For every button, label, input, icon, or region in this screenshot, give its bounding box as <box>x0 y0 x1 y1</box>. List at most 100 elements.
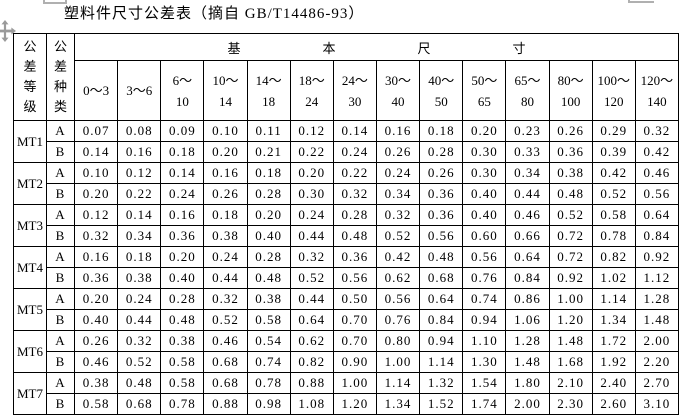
value-cell: 0.88 <box>289 372 334 394</box>
value-cell: 0.38 <box>246 288 291 310</box>
value-cell: 0.07 <box>73 120 119 142</box>
type-cell: A <box>46 162 75 184</box>
value-cell: 0.98 <box>246 393 291 415</box>
value-cell: 0.82 <box>591 246 636 268</box>
data-row: B 0.46 0.52 0.58 0.68 0.74 0.82 0.90 1.00 1.14 1.3… <box>14 351 680 373</box>
value-cell: 0.28 <box>332 204 377 226</box>
value-cell: 0.30 <box>289 183 334 205</box>
value-cell: 0.46 <box>634 162 680 184</box>
value-cell: 0.72 <box>548 225 593 247</box>
value-cell: 0.76 <box>462 267 507 289</box>
value-cell: 0.33 <box>505 141 550 163</box>
grade-cell: MT6 <box>13 330 47 373</box>
value-cell: 0.46 <box>203 330 248 352</box>
value-cell: 0.40 <box>462 183 507 205</box>
value-cell: 0.38 <box>117 267 162 289</box>
ruler-marker-artifact-right <box>628 0 654 3</box>
value-cell: 0.18 <box>419 120 464 142</box>
value-cell: 0.16 <box>375 120 421 142</box>
value-cell: 0.84 <box>634 225 680 247</box>
value-cell: 0.36 <box>419 204 464 226</box>
value-cell: 0.30 <box>462 162 507 184</box>
value-cell: 1.72 <box>591 330 636 352</box>
value-cell: 0.52 <box>203 309 248 331</box>
value-cell: 0.38 <box>160 330 205 352</box>
value-cell: 1.30 <box>462 351 507 373</box>
value-cell: 0.38 <box>73 372 119 394</box>
value-cell: 0.56 <box>634 183 680 205</box>
value-cell: 0.44 <box>289 225 334 247</box>
type-cell: A <box>46 372 75 394</box>
value-cell: 0.34 <box>375 183 421 205</box>
value-cell: 0.48 <box>160 309 205 331</box>
type-cell: A <box>46 120 75 142</box>
value-cell: 0.70 <box>332 330 377 352</box>
value-cell: 0.39 <box>591 141 636 163</box>
value-cell: 0.38 <box>548 162 593 184</box>
value-cell: 0.14 <box>73 141 119 163</box>
value-cell: 0.26 <box>548 120 593 142</box>
value-cell: 0.70 <box>332 309 377 331</box>
value-cell: 1.28 <box>634 288 680 310</box>
value-cell: 0.44 <box>505 183 550 205</box>
value-cell: 0.38 <box>203 225 248 247</box>
value-cell: 1.00 <box>332 372 377 394</box>
col-header-tolerance-type: 公 差 种 类 <box>46 33 75 121</box>
value-cell: 0.74 <box>462 288 507 310</box>
data-row: MT1 A 0.07 0.08 0.09 0.10 0.11 0.12 0.14 0.16 0.18… <box>13 120 680 163</box>
table-body: MT1 A 0.07 0.08 0.09 0.10 0.11 0.12 0.14 0.16 0.18… <box>13 120 680 415</box>
value-cell: 0.74 <box>246 351 291 373</box>
value-cell: 2.20 <box>634 351 680 373</box>
size-range-header: 3～6 <box>117 60 162 121</box>
value-cell: 1.06 <box>505 309 550 331</box>
value-cell: 0.22 <box>117 183 162 205</box>
type-cell: A <box>46 246 75 268</box>
value-cell: 0.24 <box>203 246 248 268</box>
value-cell: 0.50 <box>332 288 377 310</box>
value-cell: 0.58 <box>73 393 119 415</box>
value-cell: 0.20 <box>73 183 119 205</box>
value-cell: 0.58 <box>246 309 291 331</box>
value-cell: 0.20 <box>160 246 205 268</box>
size-range-header: 30～ 40 <box>375 60 421 121</box>
value-cell: 1.14 <box>375 372 421 394</box>
value-cell: 0.30 <box>462 141 507 163</box>
header-row-ranges: 0～3 3～6 6～ 10 10～ 14 14～ 18 18～ 24 24～ 3… <box>14 60 680 121</box>
value-cell: 0.18 <box>246 162 291 184</box>
value-cell: 1.74 <box>462 393 507 415</box>
value-cell: 1.80 <box>505 372 550 394</box>
value-cell: 1.08 <box>289 393 334 415</box>
value-cell: 0.22 <box>289 141 334 163</box>
table-move-handle-icon[interactable] <box>0 20 16 42</box>
table-title: 塑料件尺寸公差表（摘自 GB/T14486-93） <box>64 6 365 22</box>
value-cell: 0.52 <box>117 351 162 373</box>
value-cell: 0.12 <box>117 162 162 184</box>
value-cell: 0.92 <box>548 267 593 289</box>
size-range-header: 14～ 18 <box>246 60 291 121</box>
header-row-group: 公 差 等 级 公 差 种 类 基 本 尺 寸 <box>13 33 679 121</box>
value-cell: 0.46 <box>73 351 119 373</box>
basic-size-char: 寸 <box>512 40 526 56</box>
value-cell: 0.40 <box>246 225 291 247</box>
value-cell: 0.80 <box>375 330 421 352</box>
value-cell: 0.28 <box>246 246 291 268</box>
value-cell: 0.48 <box>117 372 162 394</box>
value-cell: 1.20 <box>548 309 593 331</box>
value-cell: 0.24 <box>289 204 334 226</box>
value-cell: 0.62 <box>375 267 421 289</box>
data-row: MT6 A 0.26 0.32 0.38 0.46 0.54 0.62 0.70 0.80 0.94… <box>13 330 680 373</box>
value-cell: 0.14 <box>332 120 377 142</box>
value-cell: 1.34 <box>375 393 421 415</box>
value-cell: 0.32 <box>332 183 377 205</box>
value-cell: 0.64 <box>289 309 334 331</box>
value-cell: 0.34 <box>117 225 162 247</box>
size-range-header: 50～ 65 <box>462 60 507 121</box>
value-cell: 0.18 <box>160 141 205 163</box>
value-cell: 2.00 <box>634 330 680 352</box>
size-range-header: 80～ 100 <box>548 60 593 121</box>
value-cell: 0.24 <box>375 162 421 184</box>
value-cell: 0.68 <box>203 372 248 394</box>
value-cell: 0.12 <box>289 120 334 142</box>
tolerance-table: 公 差 等 级 公 差 种 类 基 本 尺 寸 0～3 3～6 6～ 10 10… <box>13 33 680 415</box>
